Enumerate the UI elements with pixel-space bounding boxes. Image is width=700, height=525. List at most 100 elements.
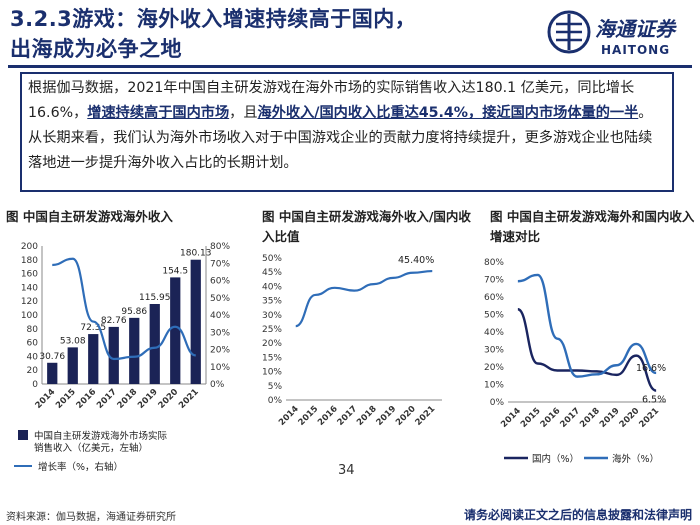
- chart1-bar-label: 95.86: [121, 307, 147, 317]
- chart1-xtick: 2021: [177, 387, 201, 411]
- chart1-xtick: 2020: [157, 387, 181, 411]
- chart2-ytick: 50%: [262, 254, 282, 264]
- chart1-ytick-left: 20: [27, 366, 39, 376]
- chart2-ytick: 5%: [268, 382, 283, 392]
- chart2-ytick: 10%: [262, 368, 282, 378]
- chart3-xtick: 2020: [618, 406, 642, 430]
- chart2-ratio-line: [295, 269, 433, 328]
- logo-en: HAITONG: [601, 43, 670, 57]
- chart2-ytick: 35%: [262, 297, 282, 307]
- chart2-title: 图 中国自主研发游戏海外收入/国内收入比值: [262, 209, 471, 244]
- chart3-overseas-line: [517, 273, 657, 378]
- chart1-ytick-right: 30%: [210, 328, 230, 338]
- chart1-legend-line-label: 增长率（%，右轴）: [38, 461, 123, 473]
- chart3-xtick: 2016: [539, 406, 563, 430]
- chart1-ytick-right: 40%: [210, 311, 230, 321]
- chart3-ytick: 80%: [484, 258, 504, 268]
- chart1-ytick-right: 10%: [210, 363, 230, 373]
- summary-text-2: ，且: [229, 105, 258, 121]
- chart1-ytick-left: 100: [21, 311, 38, 321]
- chart1-ytick-right: 50%: [210, 294, 230, 304]
- chart1-ytick-right: 20%: [210, 346, 230, 356]
- summary-highlight-1: 增速持续高于国内市场: [87, 105, 230, 121]
- chart1-ytick-left: 60: [27, 339, 39, 349]
- chart1-ytick-left: 80: [27, 325, 39, 335]
- chart1-bar-label: 154.5: [162, 266, 188, 276]
- chart3-legend-domestic-label: 国内（%）: [532, 453, 579, 465]
- logo-cn: 海通证券: [595, 17, 677, 41]
- chart1-bar: [67, 347, 78, 384]
- chart2-ytick: 0%: [268, 396, 283, 406]
- chart1-xtick: 2018: [116, 387, 140, 411]
- chart3-ytick: 10%: [484, 381, 504, 391]
- chart1-ytick-left: 40: [27, 352, 39, 362]
- page-number: 34: [338, 463, 355, 478]
- chart2-ytick: 20%: [262, 339, 282, 349]
- title-line-1: 3.2.3游戏：海外收入增速持续高于国内，: [10, 7, 417, 31]
- haitong-logo: 海通证券 HAITONG: [545, 6, 695, 62]
- chart1-bar: [190, 259, 201, 384]
- chart3-xtick: 2018: [578, 406, 602, 430]
- chart1-ytick-left: 140: [21, 283, 38, 293]
- chart2-ytick: 40%: [262, 282, 282, 292]
- chart1-legend-bar-swatch: [18, 430, 28, 440]
- chart1-bar-label: 72.35: [80, 323, 106, 333]
- chart1-growth-line: [52, 257, 197, 361]
- chart3-ytick: 30%: [484, 346, 504, 356]
- chart1-overseas-revenue: 0 20 40 60 80 100 120 140 160 180 200 0% 10% 20% 30% 40…: [14, 242, 230, 473]
- disclaimer: 请务必阅读正文之后的信息披露和法律声明: [463, 508, 692, 522]
- chart3-ytick: 20%: [484, 363, 504, 373]
- chart1-bar: [88, 334, 99, 384]
- chart2-ytick: 45%: [262, 268, 282, 278]
- chart3-overseas-last-label: 16.6%: [636, 363, 666, 374]
- chart3-ytick: 50%: [484, 311, 504, 321]
- chart3-xtick: 2021: [637, 406, 661, 430]
- chart1-ytick-left: 180: [21, 256, 38, 266]
- page-title: 3.2.3游戏：海外收入增速持续高于国内， 出海成为必争之地: [10, 4, 530, 64]
- chart2-xtick: 2018: [355, 404, 379, 428]
- chart2-xtick: 2015: [297, 404, 321, 428]
- chart1-ytick-left: 160: [21, 270, 38, 280]
- chart2-last-label: 45.40%: [398, 255, 434, 266]
- chart1-title: 图 中国自主研发游戏海外收入: [6, 209, 173, 224]
- summary-box: 根据伽马数据，2021年中国自主研发游戏在海外市场的实际销售收入达180.1 亿…: [20, 72, 674, 192]
- chart1-xtick: 2015: [54, 387, 78, 411]
- chart1-ytick-right: 60%: [210, 277, 230, 287]
- chart1-bar: [108, 326, 119, 384]
- chart1-bar-label: 30.76: [39, 352, 65, 362]
- chart3-xtick: 2014: [499, 406, 523, 430]
- summary-text-1: 根据伽马数据，2021年中国自主研发游戏在海外市场的实际销售收入达180.1 亿…: [28, 80, 635, 121]
- chart1-legend-bar-label-2: 销售收入（亿美元，左轴）: [34, 442, 148, 454]
- chart3-title: 图 中国自主研发游戏海外和国内收入增速对比: [490, 209, 695, 244]
- chart1-bar-label: 53.08: [60, 336, 86, 346]
- chart2-xtick: 2021: [414, 404, 438, 428]
- chart3-xtick: 2015: [519, 406, 543, 430]
- logo-emblem-icon: 海通证券 HAITONG: [547, 10, 677, 57]
- chart2-ytick: 25%: [262, 325, 282, 335]
- chart1-xtick: 2014: [34, 387, 58, 411]
- chart1-ytick-right: 0%: [210, 380, 225, 390]
- title-line-2: 出海成为必争之地: [10, 37, 182, 61]
- chart1-xtick: 2017: [95, 387, 119, 411]
- chart3-ytick: 40%: [484, 328, 504, 338]
- chart1-ytick-left: 0: [32, 380, 38, 390]
- chart2-xtick: 2014: [277, 404, 301, 428]
- chart1-legend-bar-label: 中国自主研发游戏海外市场实际: [34, 430, 168, 442]
- chart3-growth-compare: 0%10%20%30%40%50%60%70%80%6.5%16.6%20142…: [484, 258, 666, 465]
- chart2-ytick: 15%: [262, 353, 282, 363]
- summary-highlight-2: 海外收入/国内收入比重达45.4%，接近国内市场体量的一半: [257, 105, 639, 121]
- chart2-ratio: 0% 5% 10% 15% 20% 25% 30% 35% 40% 45% 50% 45.40% 201…: [262, 254, 442, 428]
- chart3-ytick: 0%: [490, 398, 505, 408]
- chart1-xtick: 2016: [75, 387, 99, 411]
- chart1-bar: [149, 303, 160, 384]
- chart1-ytick-left: 120: [21, 297, 38, 307]
- chart1-bar-label: 180.13: [180, 249, 212, 259]
- chart1-ytick-right: 80%: [210, 242, 230, 252]
- chart2-xtick: 2016: [316, 404, 340, 428]
- chart2-xtick: 2017: [336, 404, 360, 428]
- chart3-ytick: 60%: [484, 293, 504, 303]
- chart1-bar: [170, 277, 181, 384]
- chart3-xtick: 2019: [598, 406, 622, 430]
- source-note: 资料来源：伽马数据，海通证券研究所: [6, 512, 176, 523]
- chart3-domestic-last-label: 6.5%: [642, 395, 666, 406]
